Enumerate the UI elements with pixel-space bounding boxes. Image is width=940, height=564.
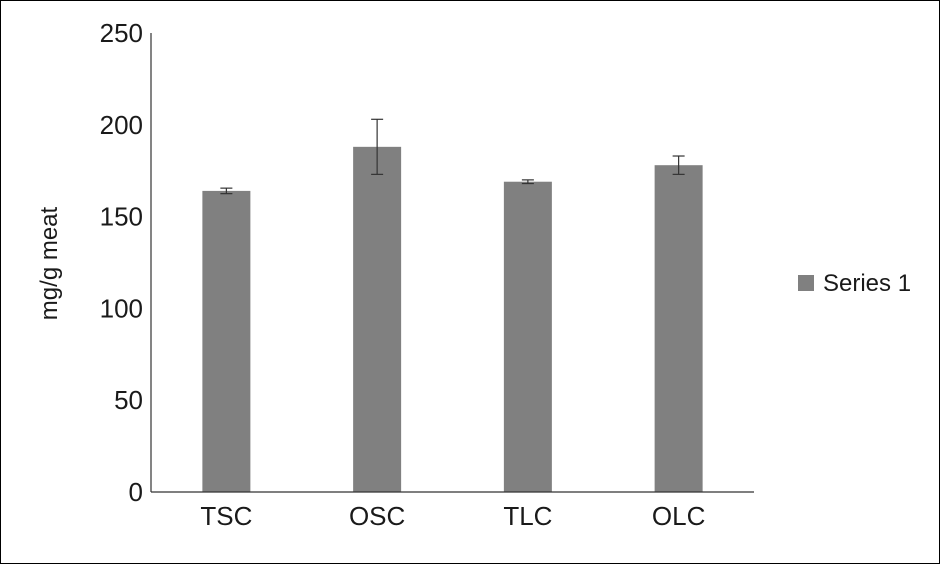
legend-label-series-1: Series 1 — [823, 270, 911, 297]
y-tick-label: 200 — [100, 110, 143, 140]
y-tick-labels: 0 50 100 150 200 250 — [100, 18, 143, 507]
error-bar-tlc — [521, 179, 534, 185]
error-bars-layer — [220, 118, 685, 195]
x-tick-label-osc: OSC — [349, 501, 405, 531]
x-tick-label-tlc: TLC — [503, 501, 552, 531]
error-bar-tsc — [220, 187, 233, 195]
y-tick-label: 250 — [100, 18, 143, 48]
error-bar-osc — [371, 118, 384, 175]
x-tick-label-tsc: TSC — [200, 501, 252, 531]
y-axis-title: mg/g meat — [36, 206, 63, 320]
y-tick-label: 100 — [100, 293, 143, 323]
x-tick-label-olc: OLC — [652, 501, 705, 531]
x-tick-labels: TSC OSC TLC OLC — [200, 501, 705, 531]
bar-tlc — [503, 181, 552, 492]
y-tick-label: 0 — [129, 477, 143, 507]
bars-layer — [202, 146, 703, 492]
y-tick-label: 50 — [114, 385, 143, 415]
axes-layer — [150, 33, 754, 493]
bar-osc — [353, 146, 402, 492]
error-bar-olc — [672, 155, 685, 175]
bar-olc — [654, 165, 703, 492]
legend: Series 1 — [798, 270, 911, 297]
bar-tsc — [202, 190, 251, 492]
legend-swatch-series-1 — [798, 275, 814, 291]
y-tick-label: 150 — [100, 202, 143, 232]
